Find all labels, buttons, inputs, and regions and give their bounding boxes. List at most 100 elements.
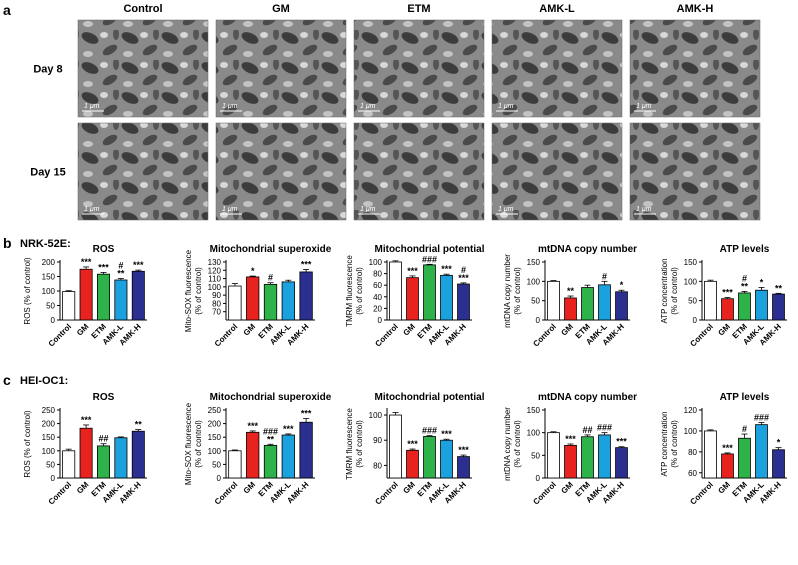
micrograph bbox=[353, 19, 485, 118]
y-tick-label: 50 bbox=[531, 451, 540, 460]
scale-bar-label: 1 μm bbox=[360, 206, 376, 213]
scale-bar-label: 1 μm bbox=[498, 206, 514, 213]
x-tick-label: GM bbox=[559, 322, 575, 338]
micrograph bbox=[629, 122, 761, 221]
error-bar bbox=[100, 443, 107, 446]
bar bbox=[547, 432, 560, 479]
x-tick-label: GM bbox=[75, 480, 91, 496]
scale-bar-label: 1 μm bbox=[84, 103, 100, 110]
y-tick-label: 50 bbox=[531, 297, 540, 306]
y-tick-label: 100 bbox=[684, 427, 698, 436]
error-bar bbox=[303, 418, 310, 423]
significance: *** bbox=[81, 257, 92, 267]
bar bbox=[721, 453, 734, 479]
error-bar bbox=[83, 266, 90, 270]
significance: ### bbox=[422, 426, 437, 436]
row-header: Day 15 bbox=[30, 167, 65, 179]
bar bbox=[114, 437, 128, 479]
y-tick-label: 110 bbox=[208, 275, 221, 284]
error-bar bbox=[65, 290, 72, 292]
error-bar bbox=[231, 449, 238, 451]
y-tick-label: 50 bbox=[46, 302, 55, 311]
chart-title: ATP levels bbox=[720, 392, 770, 403]
bar bbox=[598, 284, 611, 321]
error-bar bbox=[100, 272, 107, 275]
error-bar bbox=[267, 443, 274, 446]
y-tick-label: 100 bbox=[527, 429, 541, 438]
bar bbox=[299, 271, 313, 321]
bar bbox=[406, 449, 419, 479]
y-tick-label: 150 bbox=[527, 258, 541, 267]
y-axis-label: ATP concentration bbox=[660, 258, 669, 323]
error-bar bbox=[724, 452, 731, 454]
significance: *** bbox=[133, 260, 144, 270]
bar bbox=[97, 273, 110, 321]
y-axis-label: (% of control) bbox=[194, 420, 203, 468]
bar bbox=[97, 445, 110, 479]
error-bar bbox=[707, 429, 714, 431]
micrograph bbox=[491, 122, 623, 221]
bar bbox=[755, 289, 768, 321]
significance: # bbox=[742, 424, 747, 434]
significance: * bbox=[251, 266, 255, 276]
bar bbox=[263, 444, 278, 479]
bar bbox=[389, 414, 402, 479]
column-header: AMK-H bbox=[677, 3, 714, 15]
significance: *** bbox=[247, 421, 258, 431]
y-tick-label: 80 bbox=[373, 461, 382, 470]
error-bar bbox=[567, 295, 574, 298]
y-axis-label: ROS (% of control) bbox=[23, 410, 32, 477]
significance: # bbox=[742, 273, 747, 283]
x-tick-label: Control bbox=[688, 480, 714, 506]
significance: *** bbox=[441, 264, 452, 274]
significance: ### bbox=[422, 254, 437, 264]
bar bbox=[440, 274, 453, 321]
chart-title: ROS bbox=[93, 392, 115, 403]
error-bar bbox=[758, 287, 765, 291]
bar bbox=[615, 447, 628, 479]
scale-bar-label: 1 μm bbox=[498, 103, 514, 110]
scale-bar-label: 1 μm bbox=[222, 103, 238, 110]
y-tick-label: 50 bbox=[212, 460, 221, 469]
significance: ## bbox=[582, 425, 592, 435]
bar bbox=[704, 430, 717, 479]
error-bar bbox=[267, 282, 274, 285]
error-bar bbox=[409, 448, 416, 451]
micrograph bbox=[353, 122, 485, 221]
significance: # bbox=[118, 261, 123, 271]
y-axis-label: TMRM fluorescence bbox=[345, 408, 354, 480]
error-bar bbox=[567, 443, 574, 446]
error-bar bbox=[249, 275, 256, 277]
error-bar bbox=[618, 446, 625, 448]
bar bbox=[79, 268, 93, 321]
bar bbox=[131, 430, 145, 479]
error-bar bbox=[426, 435, 433, 437]
y-axis-label: (% of control) bbox=[670, 420, 679, 468]
panel-title: NRK-52E: bbox=[20, 238, 71, 250]
bar bbox=[62, 450, 76, 479]
y-axis-label: ATP concentration bbox=[660, 411, 669, 476]
error-bar bbox=[584, 434, 591, 437]
y-tick-label: 150 bbox=[527, 406, 541, 415]
y-tick-label: 0 bbox=[536, 474, 541, 483]
significance: ### bbox=[754, 413, 769, 423]
significance: ### bbox=[597, 423, 612, 433]
bar bbox=[62, 291, 76, 321]
micrograph bbox=[77, 122, 209, 221]
y-tick-label: 80 bbox=[373, 270, 382, 279]
y-axis-label: ROS (% of control) bbox=[23, 257, 32, 324]
error-bar bbox=[65, 448, 72, 451]
scale-bar-label: 1 μm bbox=[636, 103, 652, 110]
bar bbox=[281, 434, 295, 479]
error-bar bbox=[443, 438, 450, 441]
error-bar bbox=[460, 454, 467, 457]
error-bar bbox=[724, 297, 731, 299]
column-header: GM bbox=[272, 3, 290, 15]
significance: ** bbox=[741, 281, 749, 291]
bar bbox=[547, 280, 560, 321]
bar bbox=[423, 436, 436, 479]
y-axis-label: mtDNA copy number bbox=[503, 254, 512, 328]
significance: ** bbox=[135, 420, 143, 430]
y-axis-label: (% of control) bbox=[513, 267, 522, 315]
error-bar bbox=[303, 269, 310, 272]
